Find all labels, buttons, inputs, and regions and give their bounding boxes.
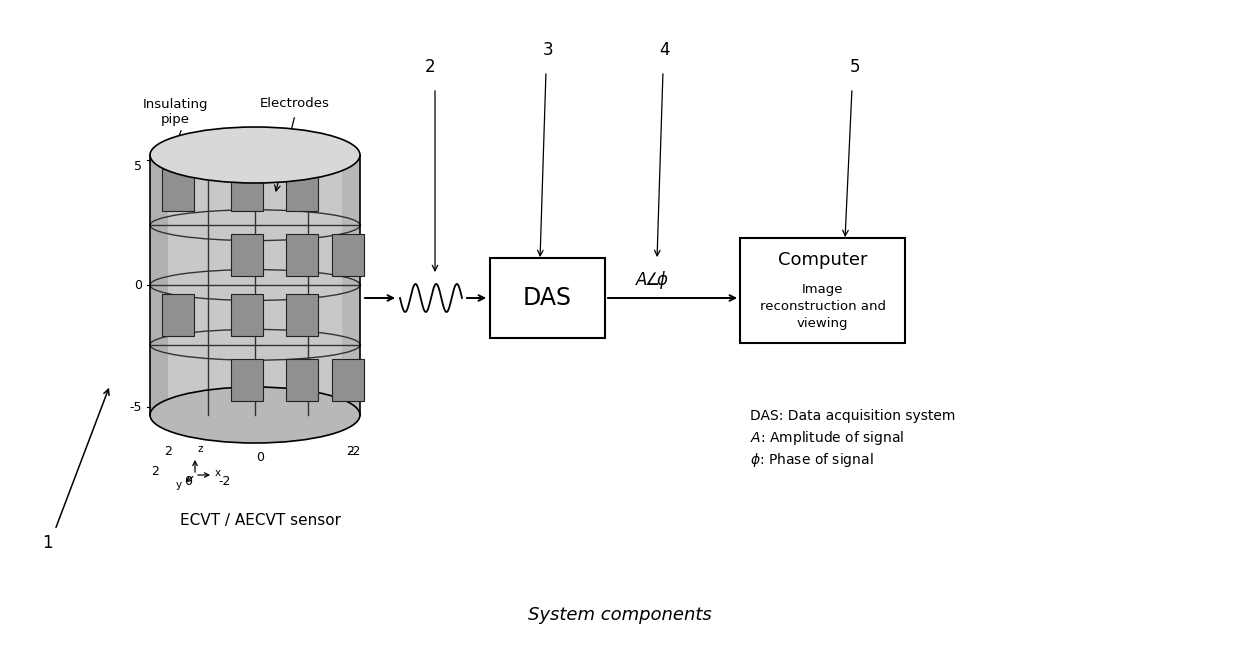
Text: 0: 0 [134, 278, 143, 292]
Text: $A\!\angle\!\phi$: $A\!\angle\!\phi$ [635, 269, 670, 291]
Text: 2: 2 [151, 465, 159, 478]
Bar [150, 155, 360, 415]
Text: 5: 5 [134, 160, 143, 173]
Text: -5: -5 [129, 400, 143, 414]
Text: Image
reconstruction and
viewing: Image reconstruction and viewing [759, 282, 885, 330]
Text: 5: 5 [849, 58, 861, 76]
Bar [342, 155, 360, 415]
Text: $A$: Amplitude of signal: $A$: Amplitude of signal [750, 429, 904, 447]
Bar [740, 238, 905, 343]
Text: 0: 0 [184, 475, 192, 488]
Text: System components: System components [528, 606, 712, 624]
Bar [286, 359, 317, 400]
Bar [490, 258, 605, 338]
Text: x: x [215, 468, 221, 478]
Bar [231, 294, 263, 335]
Text: 1: 1 [42, 534, 52, 552]
Text: Electrodes: Electrodes [260, 97, 330, 109]
Ellipse shape [150, 127, 360, 183]
Text: 3: 3 [543, 41, 553, 59]
Text: z: z [197, 444, 202, 454]
Text: y: y [175, 480, 181, 490]
Ellipse shape [150, 387, 360, 443]
Bar [150, 155, 167, 415]
Text: -2: -2 [348, 445, 361, 458]
Bar [231, 234, 263, 276]
Text: $\phi$: Phase of signal: $\phi$: Phase of signal [750, 451, 874, 469]
Text: DAS: DAS [523, 286, 572, 310]
Text: 2: 2 [164, 445, 172, 458]
Text: Computer: Computer [777, 251, 867, 269]
Bar [162, 169, 193, 211]
Text: DAS: Data acquisition system: DAS: Data acquisition system [750, 409, 955, 423]
Text: 2: 2 [346, 445, 353, 458]
Text: 2: 2 [424, 58, 435, 76]
Bar [286, 169, 317, 211]
Bar [286, 234, 317, 276]
Bar [231, 169, 263, 211]
Text: 0: 0 [255, 451, 264, 464]
Text: -2: -2 [218, 475, 231, 488]
Bar [231, 359, 263, 400]
Text: ECVT / AECVT sensor: ECVT / AECVT sensor [180, 513, 341, 528]
Bar [286, 294, 317, 335]
Text: Insulating
pipe: Insulating pipe [143, 98, 208, 126]
Bar [332, 359, 365, 400]
Bar [332, 234, 365, 276]
Text: 4: 4 [660, 41, 671, 59]
Bar [162, 294, 193, 335]
